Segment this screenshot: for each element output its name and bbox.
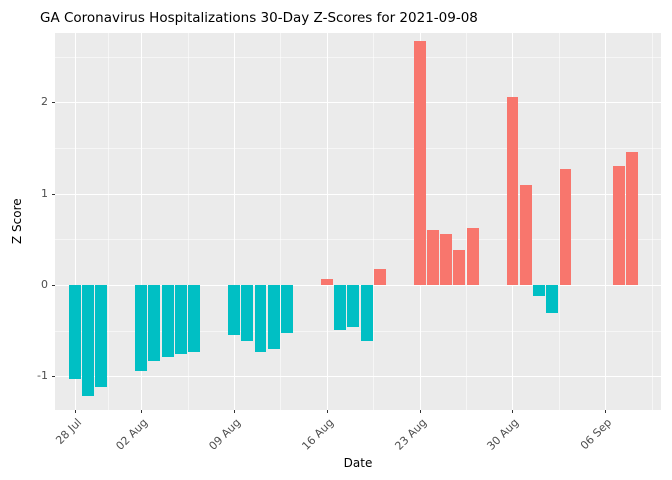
gridline-major-vertical <box>605 33 607 410</box>
bar <box>506 96 519 285</box>
bar <box>625 151 638 285</box>
bar <box>228 284 240 336</box>
gridline-minor-horizontal <box>55 330 661 332</box>
x-tick-mark <box>74 410 76 413</box>
x-tick-label: 28 Jul <box>53 416 85 447</box>
bar <box>559 169 572 285</box>
y-tick-label: 1 <box>41 186 48 200</box>
plot-panel <box>55 33 661 410</box>
bar <box>546 284 559 314</box>
gridline-major-vertical <box>141 33 143 410</box>
x-tick-label: 30 Aug <box>484 416 522 453</box>
y-tick-mark <box>52 376 55 378</box>
bar <box>95 284 108 388</box>
bar <box>267 284 280 349</box>
x-tick-label: 02 Aug <box>113 416 151 453</box>
x-tick-mark <box>419 410 421 413</box>
bar <box>426 230 439 285</box>
gridline-minor-horizontal <box>55 239 661 241</box>
chart-title: GA Coronavirus Hospitalizations 30-Day Z… <box>40 10 478 26</box>
gridline-major-horizontal <box>55 376 661 378</box>
y-tick-mark <box>52 193 55 195</box>
gridline-major-vertical <box>74 33 76 410</box>
bar <box>334 284 347 330</box>
bar <box>188 284 201 353</box>
y-tick-label: 2 <box>41 95 48 109</box>
gridline-minor-vertical <box>373 33 375 410</box>
bar <box>68 284 81 379</box>
bar <box>373 269 386 285</box>
bar <box>413 41 426 285</box>
y-axis-title: Z Score <box>10 198 24 245</box>
x-axis-title: Date <box>343 456 373 470</box>
bar <box>148 284 161 361</box>
gridline-minor-vertical <box>651 33 653 410</box>
x-tick-label: 16 Aug <box>299 416 337 453</box>
x-tick-mark <box>605 410 607 413</box>
bar <box>82 284 95 397</box>
gridline-minor-vertical <box>280 33 282 410</box>
gridline-minor-horizontal <box>55 56 661 58</box>
gridline-minor-vertical <box>187 33 189 410</box>
bar <box>360 284 373 341</box>
bar <box>135 284 148 371</box>
x-tick-label: 23 Aug <box>392 416 429 453</box>
y-tick-label: 0 <box>41 277 48 291</box>
gridline-major-vertical <box>234 33 235 410</box>
bar <box>254 284 267 353</box>
bar <box>161 284 174 358</box>
y-tick-mark <box>52 284 55 286</box>
x-tick-mark <box>512 410 514 413</box>
gridline-minor-vertical <box>108 33 110 410</box>
bar <box>281 284 293 334</box>
bar <box>175 284 187 355</box>
bar <box>533 284 545 296</box>
bar <box>453 250 466 285</box>
gridline-minor-vertical <box>466 33 468 410</box>
bar <box>612 166 625 285</box>
gridline-minor-horizontal <box>55 148 661 150</box>
gridline-major-horizontal <box>55 193 661 195</box>
x-tick-label: 06 Sep <box>578 416 615 453</box>
y-tick-label: -1 <box>37 369 48 383</box>
gridline-minor-vertical <box>558 33 560 410</box>
bar <box>320 279 333 285</box>
bar <box>519 184 532 285</box>
x-tick-mark <box>234 410 235 413</box>
bar <box>241 284 254 341</box>
y-tick-mark <box>52 102 55 104</box>
bar <box>440 233 453 285</box>
x-tick-mark <box>141 410 143 413</box>
x-tick-label: 09 Aug <box>206 416 244 453</box>
gridline-major-vertical <box>326 33 328 410</box>
x-tick-mark <box>326 410 328 413</box>
bar <box>466 228 479 285</box>
bar <box>347 284 360 327</box>
gridline-major-horizontal <box>55 102 661 104</box>
